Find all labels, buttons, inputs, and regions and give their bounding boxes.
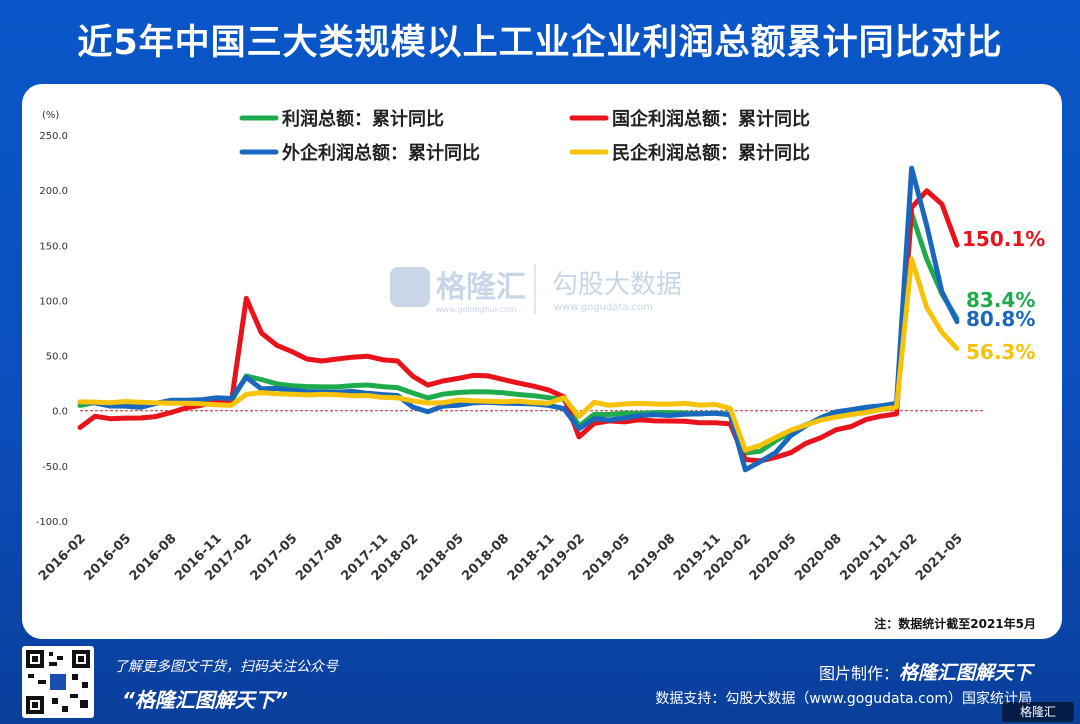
x-tick-label: 2021-05 (913, 531, 966, 584)
series-end-label: 56.3% (966, 340, 1035, 364)
watermark-brand: 格隆汇 (436, 270, 526, 305)
data-source: 数据支持：勾股大数据（www.gogudata.com）国家统计局 (655, 691, 1032, 707)
y-tick-label: -50.0 (42, 462, 68, 473)
x-tick-label: 2018-05 (414, 531, 467, 584)
y-tick-label: 150.0 (39, 241, 68, 252)
series-end-label: 83.4% (966, 288, 1035, 312)
series-end-label: 150.1% (962, 227, 1045, 251)
brand-badge: 格隆汇 (1002, 702, 1074, 722)
x-tick-label: 2016-02 (36, 531, 89, 584)
y-tick-label: -100.0 (36, 517, 68, 528)
chart-note: 注：数据统计截至2021年5月 (874, 616, 1036, 631)
y-tick-label: 50.0 (46, 352, 68, 363)
x-tick-label: 2016-05 (81, 531, 134, 584)
y-axis-unit: (%) (42, 110, 59, 121)
legend-label: 利润总额：累计同比 (282, 108, 444, 130)
legend-label: 外企利润总额：累计同比 (282, 142, 480, 164)
series-line-3 (77, 256, 960, 453)
watermark-url-2: www.gogudata.com (554, 302, 653, 313)
legend-label: 国企利润总额：累计同比 (612, 108, 810, 130)
series-end-label: 80.8% (966, 307, 1035, 331)
chart-card: 格隆汇 www.gelonghui.com 勾股大数据 www.gogudata.co… (22, 84, 1062, 639)
x-tick-label: 2019-05 (580, 531, 633, 584)
watermark-brand-2: 勾股大数据 (552, 270, 682, 300)
x-tick-label: 2020-05 (747, 531, 800, 584)
slogan: “格隆汇图解天下” (122, 688, 288, 712)
maker-credit: 图片制作：格隆汇图解天下 (819, 658, 1032, 685)
x-tick-label: 2017-05 (248, 531, 301, 584)
series-line-2 (77, 165, 960, 473)
watermark-url: www.gelonghui.com (436, 305, 517, 314)
page-title: 近5年中国三大类规模以上工业企业利润总额累计同比对比 (77, 23, 1003, 63)
watermark-logo-icon (390, 267, 430, 307)
follow-hint: 了解更多图文干货，扫码关注公众号 (114, 659, 338, 675)
legend-label: 民企利润总额：累计同比 (612, 142, 810, 164)
x-tick-label: 2020-08 (792, 531, 845, 584)
x-tick-label: 2018-08 (459, 531, 512, 584)
qr-code[interactable] (22, 646, 94, 718)
y-tick-label: 250.0 (39, 131, 68, 142)
y-tick-label: 200.0 (39, 186, 68, 197)
x-tick-label: 2017-08 (293, 531, 346, 584)
y-tick-label: 100.0 (39, 296, 68, 307)
y-tick-label: 0.0 (52, 407, 68, 418)
footer: 了解更多图文干货，扫码关注公众号 “格隆汇图解天下” 图片制作：格隆汇图解天下 … (0, 640, 1080, 724)
x-tick-label: 2019-08 (626, 531, 679, 584)
series-line-1 (77, 188, 960, 464)
maker-brand: 格隆汇图解天下 (898, 662, 1032, 684)
maker-label: 图片制作： (818, 664, 899, 683)
x-tick-label: 2016-08 (127, 531, 180, 584)
